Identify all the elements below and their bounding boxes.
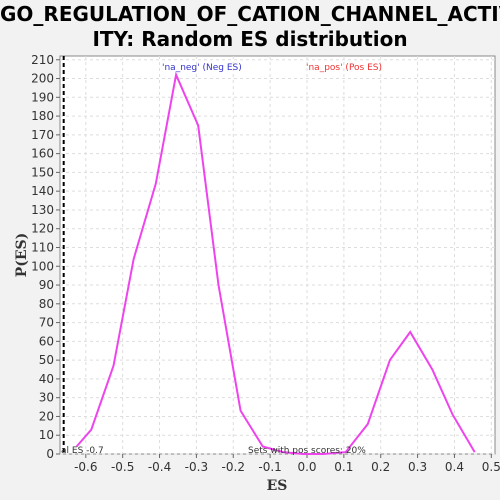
x-tick-label: -0.4 [148, 460, 171, 474]
y-tick-label: 200 [31, 72, 54, 86]
y-tick-label: 0 [46, 447, 54, 461]
y-tick-label: 30 [39, 391, 54, 405]
grid-lines [60, 56, 495, 455]
x-tick-label: -0.2 [222, 460, 245, 474]
y-tick-label: 90 [39, 278, 54, 292]
y-tick-label: 80 [39, 297, 54, 311]
x-tick-label: 0.4 [445, 460, 464, 474]
chart-title-line-2: ITY: Random ES distribution [92, 27, 408, 51]
series-line [75, 71, 476, 455]
y-tick-label: 70 [39, 316, 54, 330]
chart-title-line-1: GO_REGULATION_OF_CATION_CHANNEL_ACTIV [0, 2, 500, 26]
y-tick-label: 50 [39, 353, 54, 367]
x-axis-ticks: -0.6 -0.5 -0.4 -0.3 -0.2 -0.1 0.0 0.1 0.2 0.3 0.4 0… [74, 454, 500, 474]
legend-neg-label: 'na_neg' (Neg ES) [162, 63, 242, 73]
y-tick-label: 210 [31, 53, 54, 67]
y-tick-label: 10 [39, 428, 54, 442]
y-tick-label: 160 [31, 147, 54, 161]
x-tick-label: 0.1 [334, 460, 353, 474]
y-tick-label: 190 [31, 90, 54, 104]
actual-es-label: al ES -0.7 [61, 446, 104, 456]
y-axis-ticks: 0 10 20 30 40 50 60 70 80 90 100 110 120 130 140 150 160… [31, 53, 60, 461]
y-tick-label: 120 [31, 222, 54, 236]
x-tick-label: 0.5 [482, 460, 500, 474]
y-tick-label: 170 [31, 128, 54, 142]
x-axis-label: ES [267, 478, 288, 494]
x-tick-label: -0.1 [258, 460, 281, 474]
y-tick-label: 180 [31, 109, 54, 123]
y-tick-label: 140 [31, 184, 54, 198]
y-tick-label: 150 [31, 165, 54, 179]
y-tick-label: 100 [31, 259, 54, 273]
plot-area [59, 55, 496, 455]
y-tick-label: 110 [31, 240, 54, 254]
x-tick-label: 0.3 [408, 460, 427, 474]
x-tick-label: -0.6 [74, 460, 97, 474]
chart-title: GO_REGULATION_OF_CATION_CHANNEL_ACTIV IT… [0, 2, 500, 52]
x-tick-label: -0.3 [185, 460, 208, 474]
pos-scores-annotation: Sets with pos scores: 20% [248, 446, 366, 456]
y-tick-label: 40 [39, 372, 54, 386]
y-tick-label: 20 [39, 409, 54, 423]
x-tick-label: 0.0 [297, 460, 316, 474]
y-axis-label: P(ES) [14, 233, 30, 278]
x-tick-label: 0.2 [371, 460, 390, 474]
x-tick-label: -0.5 [111, 460, 134, 474]
y-tick-label: 130 [31, 203, 54, 217]
legend-pos-label: 'na_pos' (Pos ES) [306, 63, 382, 73]
y-tick-label: 60 [39, 334, 54, 348]
